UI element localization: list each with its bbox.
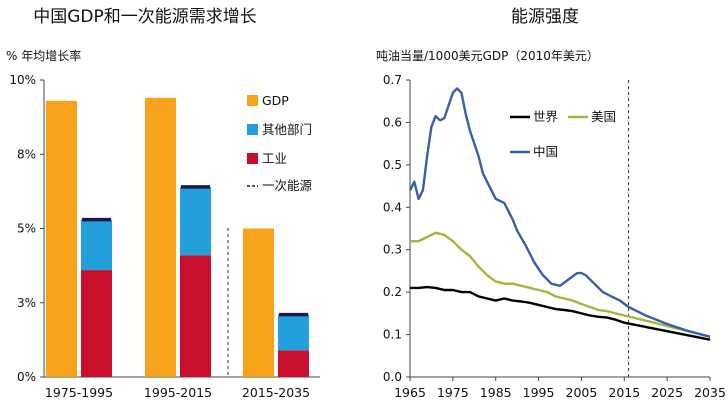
series-line-中国 — [408, 87, 711, 338]
right-y-tick-label: 0.7 — [383, 73, 402, 87]
right-x-tick-label: 2015 — [608, 385, 640, 400]
right-x-tick-label: 1965 — [394, 385, 426, 400]
right-x-tick-label: 2035 — [694, 385, 726, 400]
right-y-tick-label: 0.1 — [383, 328, 402, 342]
right-y-tick-label: 0.2 — [383, 285, 402, 299]
right-x-tick-label: 1995 — [523, 385, 555, 400]
left-y-tick-label: 8% — [17, 147, 36, 161]
right-chart-title: 能源强度 — [511, 7, 579, 27]
left-x-tick-label: 1975-1995 — [45, 385, 113, 400]
legend-label: 工业 — [262, 151, 287, 166]
left-chart-ylabel: % 年均增长率 — [6, 48, 81, 63]
bar-industry-2015-2035 — [278, 350, 309, 377]
bar-other-sectors-2015-2035 — [278, 314, 309, 351]
legend-label: 世界 — [533, 109, 559, 124]
left-x-tick-label: 2015-2035 — [242, 385, 310, 400]
bar-industry-1975-1995 — [81, 270, 112, 377]
bar-industry-1995-2015 — [180, 255, 211, 377]
legend-label: GDP — [262, 93, 289, 108]
right-x-tick-label: 2005 — [566, 385, 598, 400]
legend-label: 一次能源 — [262, 178, 313, 193]
left-chart-title: 中国GDP和一次能源需求增长 — [33, 7, 257, 27]
right-x-tick-label: 1985 — [480, 385, 512, 400]
series-line-美国 — [410, 231, 711, 338]
series-line-世界 — [410, 285, 711, 341]
legend-label: 美国 — [591, 109, 616, 124]
bar-other-sectors-1995-2015 — [180, 186, 211, 256]
right-x-tick-label: 2025 — [651, 385, 683, 400]
legend-label: 其他部门 — [262, 122, 312, 137]
left-y-tick-label: 3% — [17, 296, 36, 310]
bar-gdp-1975-1995 — [46, 100, 77, 377]
right-y-tick-label: 0.5 — [383, 158, 402, 172]
left-y-tick-label: 5% — [17, 222, 36, 236]
legend-swatch-其他部门 — [247, 124, 258, 135]
right-chart-ylabel: 吨油当量/1000美元GDP（2010年美元） — [376, 49, 599, 63]
left-y-tick-label: 0% — [17, 370, 36, 384]
right-y-tick-label: 0.3 — [383, 243, 402, 257]
legend-swatch-GDP — [247, 95, 258, 106]
left-x-tick-label: 1995-2015 — [144, 385, 212, 400]
right-y-tick-label: 0.0 — [383, 370, 402, 384]
legend-label: 中国 — [533, 144, 558, 159]
right-y-tick-label: 0.4 — [383, 200, 402, 214]
right-x-tick-label: 1975 — [437, 385, 469, 400]
bar-gdp-2015-2035 — [243, 228, 274, 377]
legend-swatch-工业 — [247, 153, 258, 164]
bar-other-sectors-1975-1995 — [81, 219, 112, 271]
bar-gdp-1995-2015 — [145, 97, 176, 377]
right-y-tick-label: 0.6 — [383, 115, 402, 129]
left-y-tick-label: 10% — [9, 73, 36, 87]
